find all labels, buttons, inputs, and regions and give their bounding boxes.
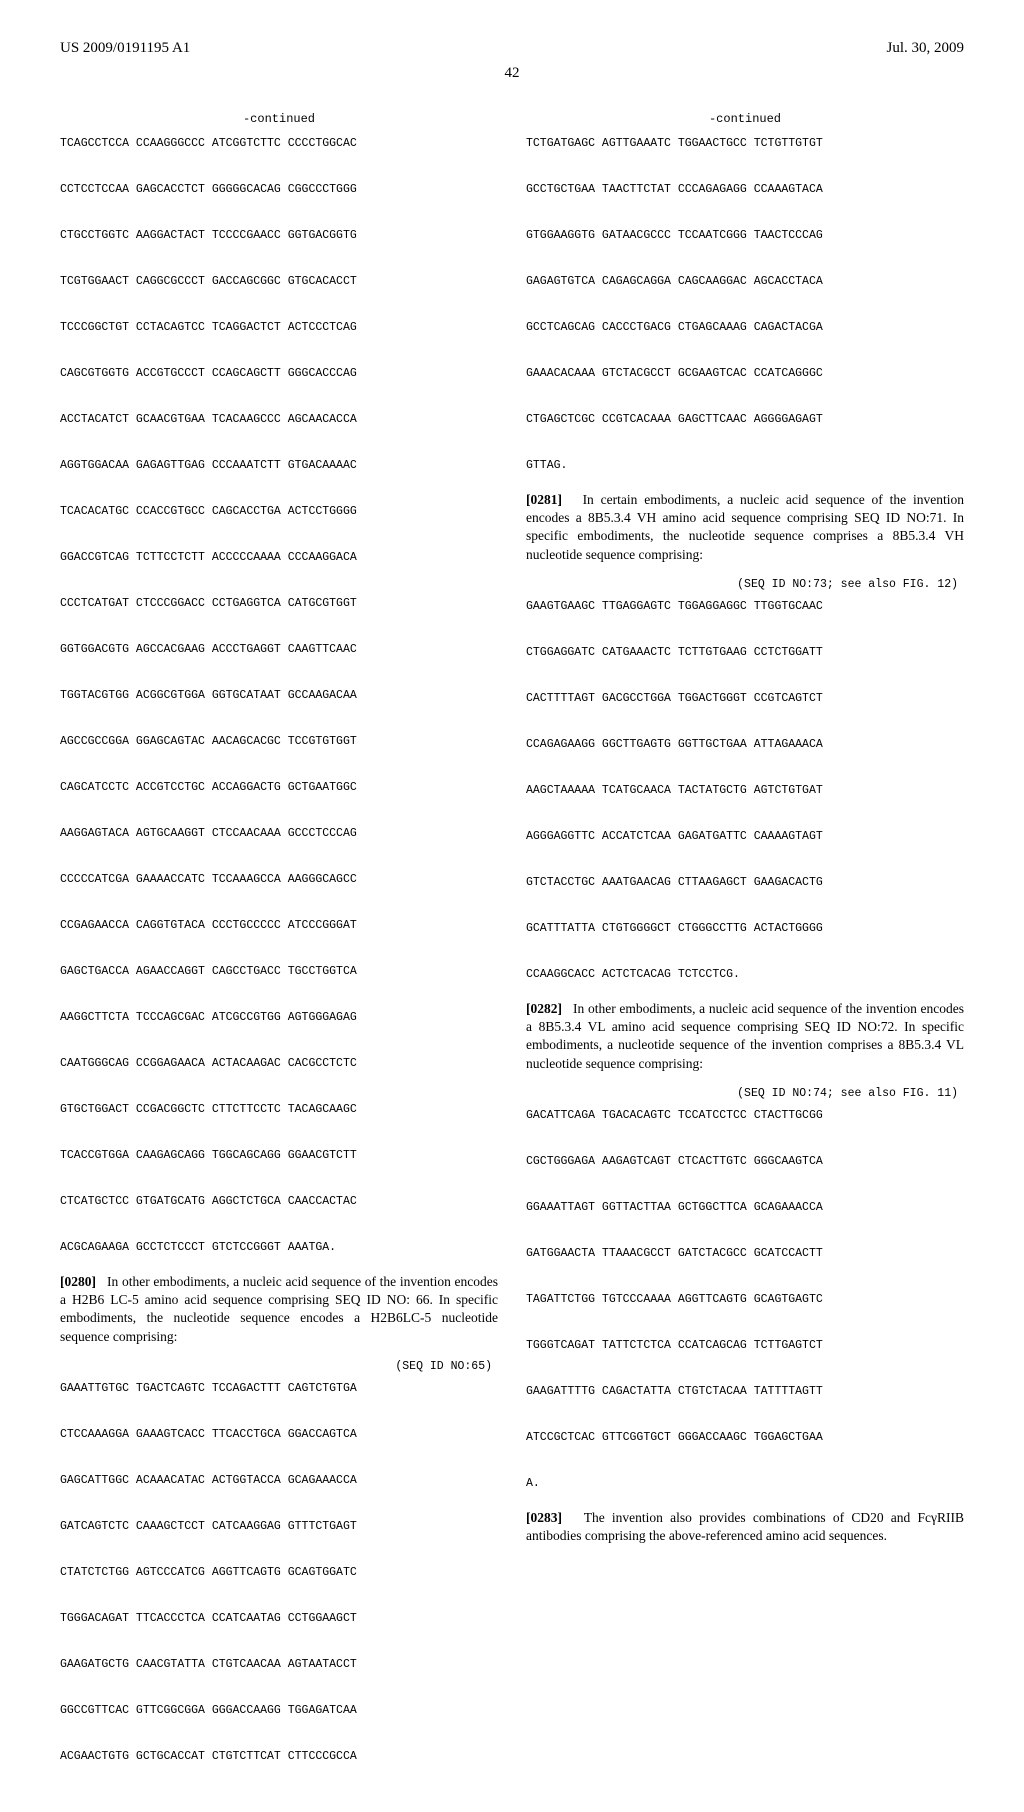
seq-header-74: (SEQ ID NO:74; see also FIG. 11) (526, 1087, 964, 1100)
paragraph-0282: [0282] In other embodiments, a nucleic a… (526, 1000, 964, 1073)
para-number-0281: [0281] (526, 492, 562, 507)
publication-number: US 2009/0191195 A1 (60, 40, 190, 57)
publication-date: Jul. 30, 2009 (886, 40, 964, 57)
page-header: US 2009/0191195 A1 Jul. 30, 2009 (60, 40, 964, 57)
sequence-block-2: GAAATTGTGC TGACTCAGTC TCCAGACTTT CAGTCTG… (60, 1377, 498, 1768)
para-text-0282: In other embodiments, a nucleic acid seq… (526, 1001, 964, 1071)
right-column: -continued TCTGATGAGC AGTTGAAATC TGGAACT… (526, 112, 964, 1782)
seq-header-65: (SEQ ID NO:65) (60, 1360, 498, 1373)
sequence-block-4: GAAGTGAAGC TTGAGGAGTC TGGAGGAGGC TTGGTGC… (526, 595, 964, 986)
page-number: 42 (60, 65, 964, 82)
paragraph-0281: [0281] In certain embodiments, a nucleic… (526, 491, 964, 564)
para-text-0280: In other embodiments, a nucleic acid seq… (60, 1274, 498, 1344)
para-text-0283: The invention also provides combinations… (526, 1510, 964, 1543)
continued-label-right: -continued (526, 112, 964, 126)
sequence-block-3: TCTGATGAGC AGTTGAAATC TGGAACTGCC TCTGTTG… (526, 132, 964, 477)
paragraph-0280: [0280] In other embodiments, a nucleic a… (60, 1273, 498, 1346)
sequence-block-1: TCAGCCTCCA CCAAGGGCCC ATCGGTCTTC CCCCTGG… (60, 132, 498, 1259)
para-text-0281: In certain embodiments, a nucleic acid s… (526, 492, 964, 562)
left-column: -continued TCAGCCTCCA CCAAGGGCCC ATCGGTC… (60, 112, 498, 1782)
para-number-0280: [0280] (60, 1274, 96, 1289)
continued-label-left: -continued (60, 112, 498, 126)
sequence-block-5: GACATTCAGA TGACACAGTC TCCATCCTCC CTACTTG… (526, 1104, 964, 1495)
para-number-0283: [0283] (526, 1510, 562, 1525)
seq-header-73: (SEQ ID NO:73; see also FIG. 12) (526, 578, 964, 591)
para-number-0282: [0282] (526, 1001, 562, 1016)
paragraph-0283: [0283] The invention also provides combi… (526, 1509, 964, 1545)
two-column-layout: -continued TCAGCCTCCA CCAAGGGCCC ATCGGTC… (60, 112, 964, 1782)
